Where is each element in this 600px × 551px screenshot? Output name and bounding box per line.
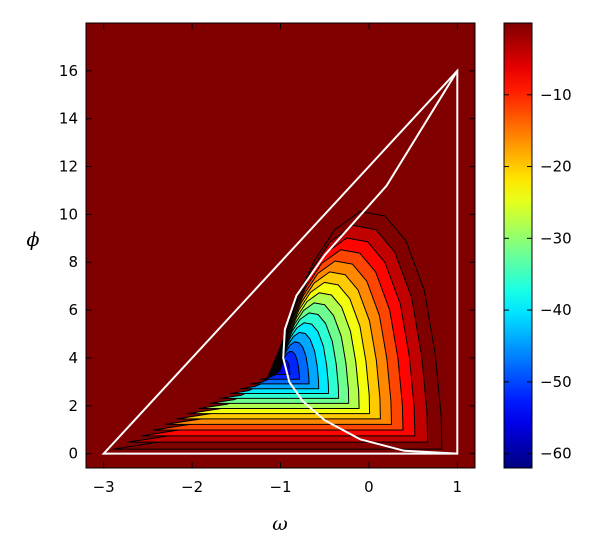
triangle-overlay xyxy=(101,68,459,455)
colorbar-tick-label: −60 xyxy=(540,445,572,463)
y-tick-label: 16 xyxy=(59,62,78,80)
y-tick-label: 10 xyxy=(59,205,78,223)
x-tick-label: −2 xyxy=(181,478,203,496)
y-tick-label: 2 xyxy=(68,397,78,415)
curve-overlay xyxy=(282,70,459,455)
x-axis-ticks: −3 −2 −1 0 1 xyxy=(93,23,462,496)
y-tick-label: 8 xyxy=(68,253,78,271)
colorbar-gradient xyxy=(503,22,533,469)
colorbar-tick-label: −10 xyxy=(540,86,572,104)
colorbar: −10 −20 −30 −40 −50 −60 xyxy=(503,22,572,469)
colorbar-tick-label: −40 xyxy=(540,301,572,319)
x-tick-label: 1 xyxy=(453,478,463,496)
x-tick-label: −1 xyxy=(269,478,291,496)
y-axis-title: ϕ xyxy=(27,229,40,251)
y-tick-label: 6 xyxy=(68,301,78,319)
colorbar-tick-label: −50 xyxy=(540,373,572,391)
plot-area: −3 −2 −1 0 1 0 2 4 6 8 10 12 14 16 xyxy=(59,22,476,496)
colorbar-tick-label: −30 xyxy=(540,229,572,247)
y-tick-label: 0 xyxy=(68,445,78,463)
overlay-curves xyxy=(101,68,459,455)
x-tick-label: 0 xyxy=(364,478,374,496)
x-axis-title: ω xyxy=(272,513,288,535)
contour-fills xyxy=(112,211,443,450)
y-tick-label: 14 xyxy=(59,110,78,128)
x-tick-label: −3 xyxy=(93,478,115,496)
colorbar-tick-label: −20 xyxy=(540,158,572,176)
y-tick-label: 12 xyxy=(59,158,78,176)
y-tick-label: 4 xyxy=(68,349,78,367)
y-axis-ticks: 0 2 4 6 8 10 12 14 16 xyxy=(59,62,475,463)
